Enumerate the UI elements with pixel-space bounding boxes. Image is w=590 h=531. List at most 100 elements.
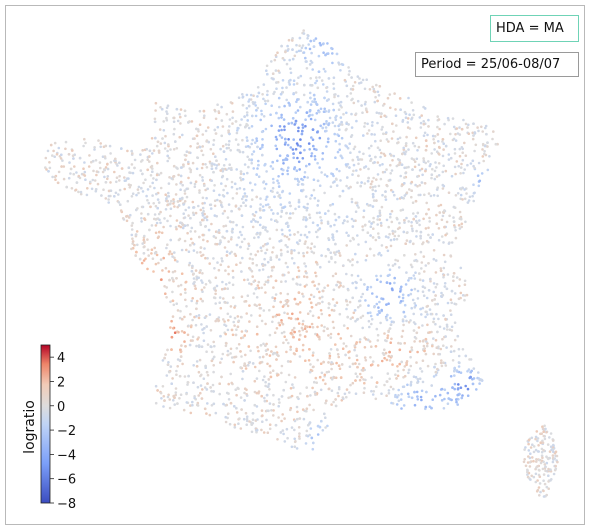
data-point [146,188,150,191]
data-point [317,316,321,319]
data-point [202,377,206,381]
data-point [387,302,390,306]
data-point [185,392,188,396]
data-point [294,111,298,114]
data-point [385,358,389,362]
data-point [201,145,204,148]
data-point [233,306,236,309]
data-point [422,344,426,348]
data-point [390,209,394,213]
data-point [388,282,392,285]
data-point [206,343,210,346]
data-point [342,324,346,327]
data-point [432,337,435,340]
data-point [420,167,424,171]
data-point [371,393,375,396]
data-point [416,149,419,152]
data-point [311,138,315,141]
data-point [201,328,204,331]
data-point [471,131,475,135]
data-point [286,304,290,308]
data-point [319,124,323,128]
data-point [253,379,257,383]
data-point [225,177,229,181]
data-point [222,225,225,228]
data-point [460,222,464,226]
data-point [239,123,242,127]
data-point [256,167,259,170]
data-point [206,126,210,129]
data-point [201,206,205,210]
data-point [316,325,319,329]
data-point [268,237,272,240]
data-point [370,180,374,183]
data-point [197,370,201,374]
data-point [386,334,390,337]
data-point [357,243,360,246]
data-point [215,242,219,246]
data-point [139,169,143,172]
data-point [315,381,319,385]
data-point [337,285,341,289]
data-point [449,313,453,317]
data-point [203,216,206,220]
data-point [283,128,286,132]
data-point [349,383,352,387]
data-point [338,367,342,371]
data-point [424,352,428,356]
data-point [378,164,382,167]
data-point [187,206,191,209]
data-point [154,224,158,227]
data-point [162,129,166,132]
data-point [231,283,235,287]
data-point [169,326,172,329]
data-point [458,227,462,230]
data-point [198,173,202,177]
data-point [433,148,436,151]
data-point [384,235,388,238]
data-point [366,285,370,289]
data-point [368,220,371,223]
data-point [436,194,440,198]
data-point [264,291,267,294]
data-point [64,147,67,151]
data-point [243,163,247,166]
data-point [57,170,61,174]
data-point [370,376,374,379]
data-point [306,37,309,40]
data-point [297,251,301,255]
data-point [304,265,308,268]
data-point [183,340,186,343]
data-point [338,169,341,173]
data-point [154,384,158,388]
data-point [386,249,390,253]
data-point [203,201,206,205]
data-point [306,325,309,329]
data-point [186,231,189,235]
data-point [421,242,424,246]
data-point [150,248,154,251]
data-point [244,367,248,370]
data-point [176,358,180,361]
data-point [187,214,190,217]
data-point [390,169,394,172]
data-point [309,77,313,80]
data-point [338,312,342,316]
data-point [477,161,481,165]
data-point [295,241,299,244]
data-point [481,148,484,151]
data-point [264,251,267,255]
data-point [263,396,266,400]
data-point [287,316,291,320]
data-point [293,249,296,252]
data-point [312,144,315,148]
data-point [321,300,324,304]
data-point [480,172,484,175]
data-point [304,240,307,243]
data-point [399,174,403,178]
data-point [449,309,452,312]
data-point [434,285,438,289]
data-point [271,177,275,181]
data-point [466,394,470,398]
data-point [224,143,228,146]
